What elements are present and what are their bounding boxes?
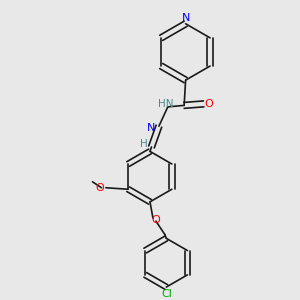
Text: O: O (96, 183, 104, 193)
Text: H: H (140, 139, 148, 149)
Text: Cl: Cl (161, 290, 172, 299)
Text: HN: HN (158, 99, 173, 109)
Text: N: N (182, 14, 190, 23)
Text: N: N (147, 123, 156, 133)
Text: O: O (204, 99, 213, 109)
Text: O: O (152, 215, 160, 225)
